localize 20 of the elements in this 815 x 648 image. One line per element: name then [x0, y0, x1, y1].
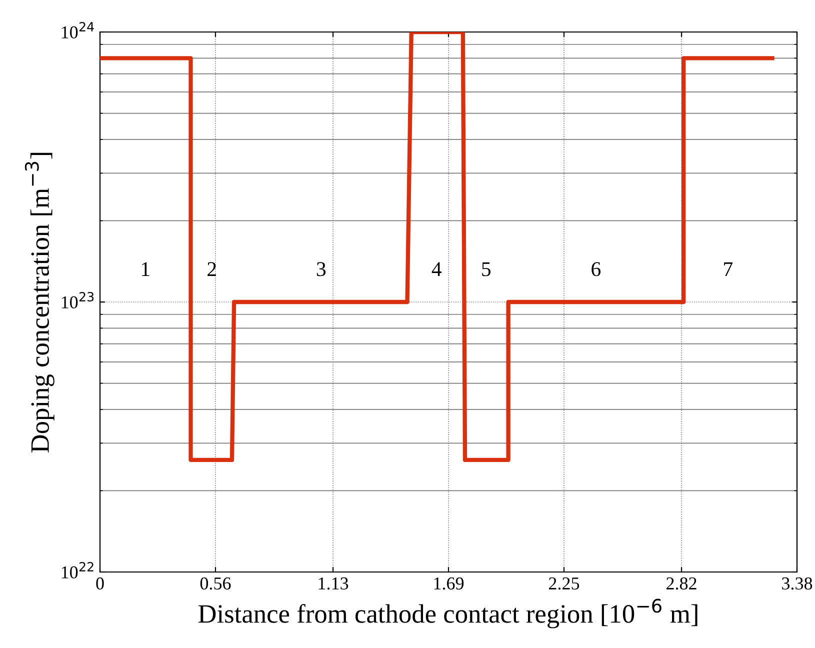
annotation: 5	[482, 262, 491, 276]
annotation: 3	[316, 262, 326, 276]
annotation: 1	[142, 262, 150, 276]
annotation: 4	[432, 262, 442, 276]
x-tick-label: 2.25	[548, 577, 580, 590]
annotation: 7	[724, 262, 733, 276]
x-tick-label: 0.56	[200, 577, 231, 590]
line-series	[100, 32, 774, 462]
x-tick-label: 0	[96, 577, 104, 590]
y-axis-title: Doping concentration [m$^{−3}$]	[24, 152, 54, 452]
y-tick-label: 10$^{23}$	[62, 292, 94, 308]
y-tick-label: 10$^{24}$	[62, 22, 94, 38]
annotation: 6	[592, 262, 601, 276]
x-tick-label: 2.82	[666, 577, 696, 590]
y-tick-label: 10$^{22}$	[62, 562, 94, 578]
x-axis-title: Distance from cathode contact region [10$^{−6}$ m]	[198, 598, 698, 628]
x-tick-label: 1.69	[434, 577, 464, 590]
annotation: 2	[208, 262, 216, 276]
x-tick-label: 3.38	[782, 577, 812, 590]
x-tick-label: 1.13	[318, 577, 348, 590]
